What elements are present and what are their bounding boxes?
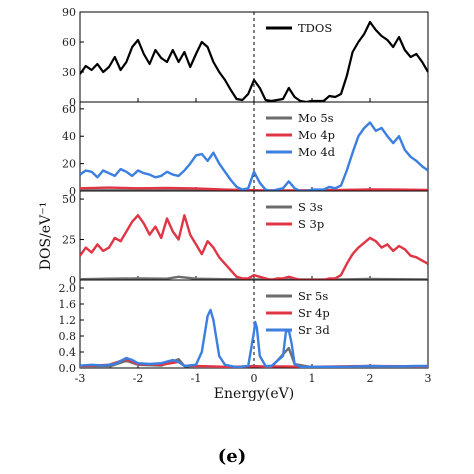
legend-label: Mo 4d — [298, 145, 336, 159]
legend-label: TDOS — [298, 21, 332, 35]
legend-label: S 3p — [298, 217, 324, 231]
y-tick-label: 1.2 — [59, 314, 77, 327]
legend: Sr 5s Sr 4p Sr 3d — [266, 289, 330, 337]
y-tick-label: 0.8 — [59, 330, 77, 343]
x-axis: -3 -2 -1 0 1 2 3 — [75, 372, 432, 385]
y-tick-label: 0.0 — [59, 362, 77, 375]
dos-panel-1: 0 30 60 90 TDOS — [62, 6, 429, 109]
dos-panel-3: 0 25 50 S 3s S 3p — [62, 190, 429, 287]
y-tick-label: 0.4 — [59, 346, 77, 359]
x-tick-label: 2 — [367, 372, 374, 385]
y-tick-label: 20 — [62, 158, 76, 171]
series-line-mo-4p — [80, 186, 428, 191]
y-axis-label: DOS/eV⁻¹ — [38, 202, 54, 270]
dos-panel-4: 0.0 0.4 0.8 1.2 1.6 2.0 Sr 5s Sr 4p Sr 3d — [59, 279, 429, 375]
legend-label: Sr 3d — [298, 323, 330, 337]
legend-label: Sr 5s — [298, 289, 328, 303]
x-axis-label: Energy(eV) — [214, 386, 294, 402]
y-tick-label: 0 — [69, 96, 76, 109]
y-tick-label: 60 — [62, 36, 76, 49]
y-tick-label: 90 — [62, 6, 76, 19]
x-tick-label: -3 — [75, 372, 86, 385]
y-tick-label: 25 — [62, 234, 76, 247]
series-line-sr-3d — [80, 308, 428, 368]
series-line-s-3s — [80, 275, 428, 280]
y-tick-label: 30 — [62, 66, 76, 79]
y-tick-label: 40 — [62, 130, 76, 143]
x-tick-label: -2 — [133, 372, 144, 385]
legend-label: S 3s — [298, 200, 323, 214]
y-tick-label: 0 — [69, 274, 76, 287]
legend-label: Sr 4p — [298, 306, 330, 320]
figure-caption: (e) — [218, 446, 247, 467]
x-tick-label: -1 — [191, 372, 202, 385]
legend: Mo 5s Mo 4p Mo 4d — [266, 111, 336, 159]
legend: TDOS — [266, 21, 332, 35]
dos-panel-2: 0 20 40 60 Mo 5s Mo 4p Mo 4d — [62, 101, 429, 198]
legend-label: Mo 4p — [298, 128, 335, 142]
y-tick-label: 1.6 — [59, 298, 77, 311]
y-tick-label: 60 — [62, 103, 76, 116]
y-tick-label: 50 — [62, 193, 76, 206]
y-tick-label: 2.0 — [59, 282, 77, 295]
legend: S 3s S 3p — [266, 200, 324, 231]
y-tick-label: 0 — [69, 185, 76, 198]
x-tick-label: 1 — [309, 372, 316, 385]
panels-group: 0 30 60 90 TDOS 0 20 40 60 Mo 5s Mo 4p Mo 4d 0 25 50 S … — [59, 6, 429, 375]
series-line-mo-4d — [80, 121, 428, 191]
series-line-tdos — [80, 20, 428, 102]
legend-label: Mo 5s — [298, 111, 334, 125]
series-line-s-3p — [80, 214, 428, 280]
x-tick-label: 0 — [251, 372, 258, 385]
x-tick-label: 3 — [425, 372, 432, 385]
